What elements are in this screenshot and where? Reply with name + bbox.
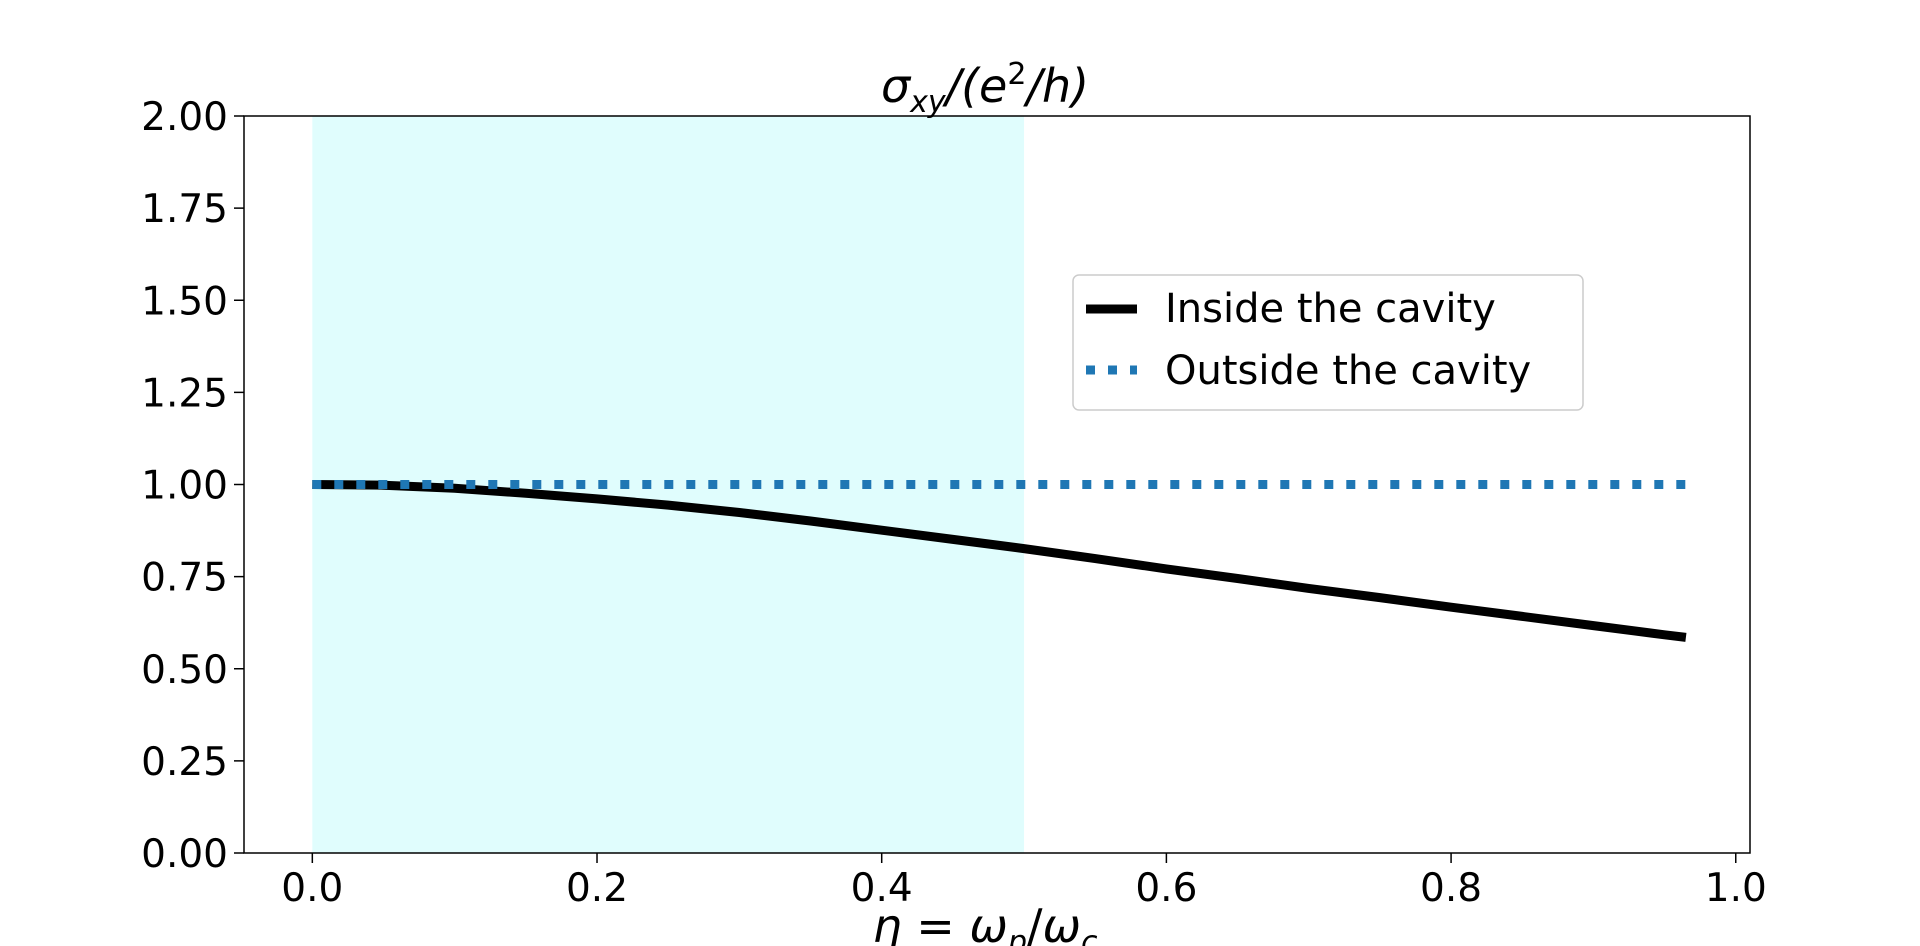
y-tick-label: 0.00 [141,832,228,877]
legend: Inside the cavity Outside the cavity [1072,274,1584,411]
legend-frame [1072,274,1584,411]
title-mid: /(e [942,59,1008,113]
legend-label-outside: Outside the cavity [1165,348,1531,394]
title-end: /h) [1022,59,1089,113]
title-sup: 2 [1007,57,1026,92]
x-tick-label: 0.6 [1135,866,1197,911]
y-axis: 0.00 0.25 0.50 0.75 1.00 1.25 1.50 1.75 2.00 [141,95,244,877]
x-tick-label: 0.2 [566,866,628,911]
plot-area [243,115,1751,854]
x-tick-label: 0.8 [1420,866,1482,911]
y-tick-label: 0.75 [141,556,228,601]
y-tick-label: 1.50 [141,279,228,324]
legend-label-inside: Inside the cavity [1165,286,1496,332]
y-tick-label: 1.00 [141,464,228,509]
y-tick-label: 1.75 [141,187,228,232]
title-sigma: σ [881,59,912,113]
y-tick-label: 0.50 [141,648,228,693]
title-sub: xy [909,85,947,120]
x-axis-label: η = ωp/ωc [872,899,1098,946]
y-tick-label: 0.25 [141,740,228,785]
x-axis: 0.0 0.2 0.4 0.6 0.8 1.0 [281,853,1767,911]
series-line-inside [312,480,1687,642]
x-tick-label: 0.4 [851,866,913,911]
chart-title: σxy/(e2/h) [881,57,1089,120]
y-tick-label: 1.25 [141,371,228,416]
x-tick-label: 0.0 [281,866,343,911]
y-tick-label: 2.00 [141,95,228,140]
x-tick-label: 1.0 [1705,866,1767,911]
